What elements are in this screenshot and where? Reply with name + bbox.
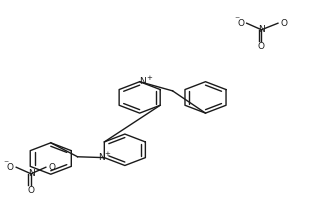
Text: N: N — [139, 77, 146, 86]
Text: ⁻: ⁻ — [234, 16, 239, 26]
Text: N: N — [258, 25, 265, 34]
Text: +: + — [147, 75, 152, 81]
Text: O: O — [281, 19, 288, 28]
Text: O: O — [258, 42, 265, 51]
Text: +: + — [105, 151, 111, 157]
Text: N: N — [28, 169, 35, 178]
Text: O: O — [237, 19, 244, 28]
Text: O: O — [48, 163, 55, 172]
Text: O: O — [28, 187, 35, 195]
Text: ⁻: ⁻ — [4, 160, 9, 170]
Text: N: N — [98, 153, 104, 162]
Text: O: O — [7, 163, 14, 172]
